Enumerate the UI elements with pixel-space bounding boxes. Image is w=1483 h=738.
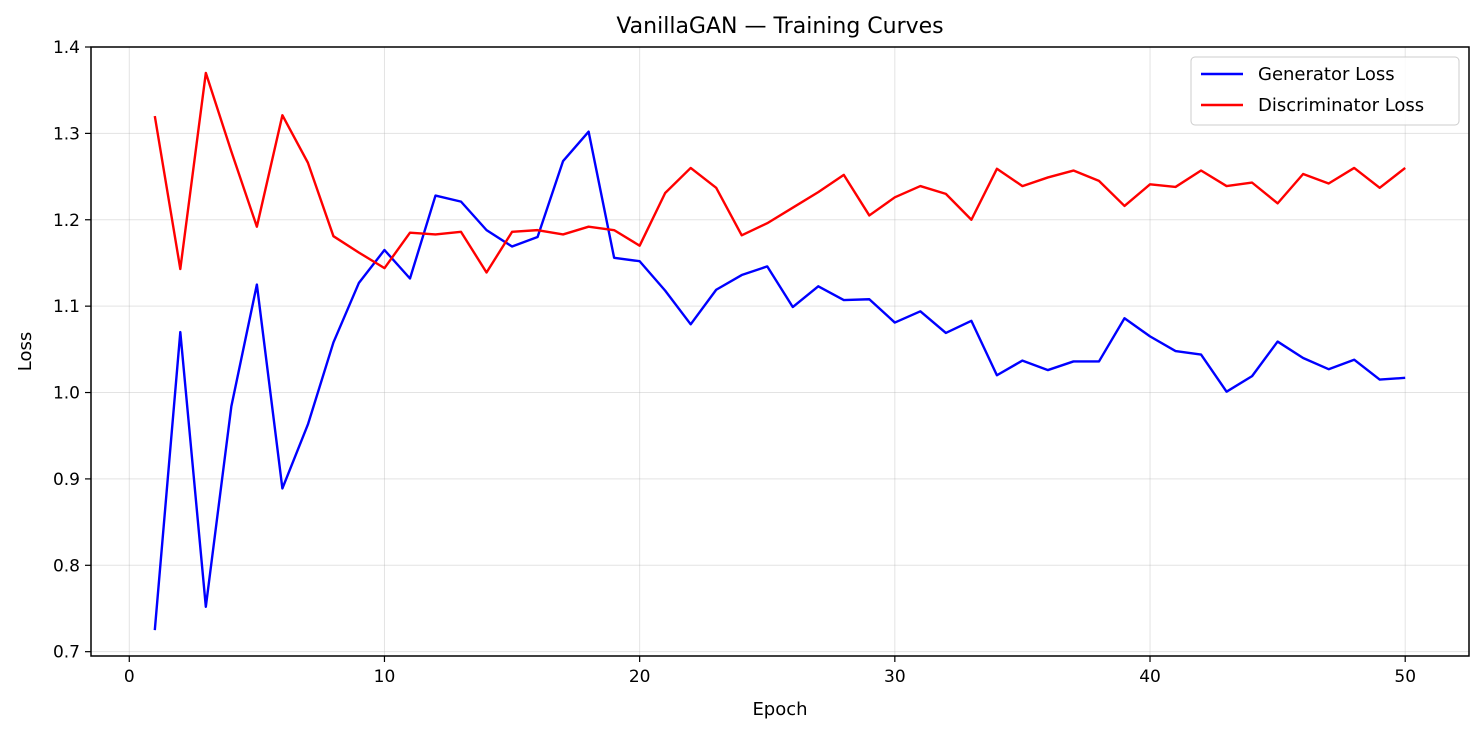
legend-label-0: Generator Loss bbox=[1258, 64, 1395, 85]
x-axis-label: Epoch bbox=[752, 699, 807, 720]
y-tick-label: 1.0 bbox=[53, 384, 80, 404]
y-tick-label: 0.8 bbox=[53, 556, 80, 576]
x-tick-label: 30 bbox=[884, 667, 906, 687]
y-tick-label: 1.3 bbox=[53, 124, 80, 144]
y-tick-label: 1.1 bbox=[53, 297, 80, 317]
y-tick-label: 0.7 bbox=[53, 643, 80, 663]
x-tick-label: 10 bbox=[374, 667, 396, 687]
x-tick-label: 20 bbox=[629, 667, 651, 687]
x-tick-label: 0 bbox=[124, 667, 135, 687]
legend-label-1: Discriminator Loss bbox=[1258, 95, 1424, 116]
y-tick-label: 0.9 bbox=[53, 470, 80, 490]
chart-title: VanillaGAN — Training Curves bbox=[616, 14, 943, 39]
legend: Generator Loss Discriminator Loss bbox=[1191, 57, 1459, 125]
y-axis-label: Loss bbox=[15, 332, 36, 371]
x-tick-label: 40 bbox=[1139, 667, 1161, 687]
y-tick-label: 1.2 bbox=[53, 211, 80, 231]
y-tick-label: 1.4 bbox=[53, 38, 80, 58]
x-tick-label: 50 bbox=[1394, 667, 1416, 687]
